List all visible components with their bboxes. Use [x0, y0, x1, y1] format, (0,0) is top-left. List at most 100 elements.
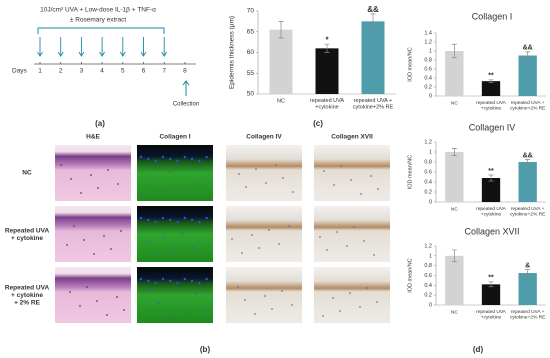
cell-nucleus	[190, 157, 194, 161]
cell-nucleus	[148, 288, 150, 290]
cell-nucleus	[179, 185, 181, 187]
cell-nucleus	[349, 292, 351, 294]
bar	[518, 273, 537, 305]
cell-nucleus	[363, 240, 365, 242]
cell-nucleus	[139, 216, 143, 220]
cell-nucleus	[70, 178, 72, 180]
treatment-arrow	[37, 37, 43, 57]
cell-nucleus	[237, 286, 239, 288]
error-bar	[525, 159, 531, 165]
error-bar	[488, 79, 494, 83]
y-tick-label: 0.2	[424, 293, 432, 299]
cell-nucleus	[149, 175, 151, 177]
cell-nucleus	[366, 287, 368, 289]
cell-nucleus	[154, 159, 157, 163]
column-header: H&E	[86, 134, 100, 141]
treatment-arrow	[99, 37, 105, 57]
y-tick-label: 1.4	[424, 30, 432, 36]
cell-nucleus	[275, 164, 277, 166]
y-tick-label: 0.4	[424, 179, 432, 185]
cell-nucleus	[245, 186, 247, 188]
cell-nucleus	[198, 159, 201, 163]
bar	[481, 81, 501, 96]
cell-nucleus	[69, 291, 71, 293]
y-axis-label: IOD mean/NC	[407, 258, 413, 293]
cell-nucleus	[169, 218, 172, 222]
day-label: 5	[121, 68, 125, 75]
panel-label: (a)	[95, 119, 105, 128]
error-bar	[278, 21, 284, 39]
cell-nucleus	[175, 297, 177, 299]
cell-nucleus	[97, 187, 99, 189]
days-label: Days	[12, 68, 28, 75]
day-label: 4	[100, 68, 104, 75]
cell-nucleus	[142, 194, 144, 196]
error-bar	[370, 13, 376, 30]
x-tick-label: repeated UVA +cytokine	[476, 206, 507, 218]
y-tick-label: 0.4	[424, 75, 432, 81]
cell-nucleus	[103, 235, 105, 237]
chart-title: Collagen IV	[469, 122, 516, 132]
treatment-arrow	[119, 37, 126, 57]
cell-nucleus	[186, 166, 188, 168]
cell-nucleus	[93, 253, 95, 255]
x-tick-label: repeated UVA +cytokine	[476, 100, 507, 112]
cell-nucleus	[360, 193, 362, 195]
collection-arrow	[182, 80, 190, 96]
cell-nucleus	[176, 281, 179, 285]
significance-label: &	[525, 262, 530, 269]
x-tick-label: repeated UVA + cytokine+2% RE	[510, 206, 545, 218]
error-bar	[451, 249, 457, 263]
cell-nucleus	[264, 295, 266, 297]
cell-nucleus	[196, 180, 198, 182]
cell-nucleus	[198, 220, 201, 224]
cell-nucleus	[205, 307, 207, 309]
row-label: Repeated UVA + cytokine + 2% RE	[5, 284, 50, 306]
y-tick-label: 0	[429, 302, 432, 308]
cell-nucleus	[370, 175, 372, 177]
histology-image	[55, 206, 131, 262]
y-tick-label: 0	[429, 199, 432, 205]
histology-image	[137, 267, 213, 323]
timeline-subtitle: ± Rosemary extract	[70, 17, 126, 24]
x-tick-label: repeated UVA +cytokine	[310, 98, 344, 110]
bar	[445, 255, 464, 305]
cell-nucleus	[169, 157, 172, 161]
cell-nucleus	[147, 279, 150, 283]
treatment-arrow	[57, 37, 64, 57]
cell-nucleus	[359, 306, 361, 308]
panel-label: (c)	[313, 119, 323, 128]
cell-nucleus	[323, 170, 325, 172]
cell-nucleus	[169, 171, 171, 173]
timeline-title: 10J/cm² UVA + Low-dose IL-1β + TNF-α	[40, 7, 156, 14]
cell-nucleus	[326, 249, 328, 251]
cell-nucleus	[278, 243, 280, 245]
y-tick-label: 1	[429, 48, 432, 54]
cell-nucleus	[255, 168, 257, 170]
histology-image	[314, 206, 390, 262]
cell-nucleus	[350, 179, 352, 181]
bar	[445, 51, 464, 96]
cell-nucleus	[162, 236, 164, 238]
panel-label: (d)	[473, 345, 484, 354]
cell-nucleus	[292, 191, 294, 193]
histology-image	[137, 145, 213, 201]
y-tick-label: 50	[247, 91, 255, 98]
cell-nucleus	[291, 304, 293, 306]
bar	[481, 178, 501, 202]
bar	[518, 55, 537, 96]
y-axis-label: Epidermis thickness (μm)	[229, 16, 236, 89]
column-header: Collagen I	[159, 134, 190, 141]
cell-nucleus	[80, 192, 82, 194]
cell-nucleus	[123, 309, 125, 311]
cell-nucleus	[158, 302, 160, 304]
cell-nucleus	[346, 245, 348, 247]
x-tick-label: repeated UVA +cytokine	[476, 309, 507, 321]
cell-nucleus	[159, 189, 161, 191]
cell-nucleus	[183, 155, 186, 159]
cell-nucleus	[117, 183, 119, 185]
cell-nucleus	[373, 254, 375, 256]
error-bar	[488, 174, 494, 182]
cell-nucleus	[66, 244, 68, 246]
